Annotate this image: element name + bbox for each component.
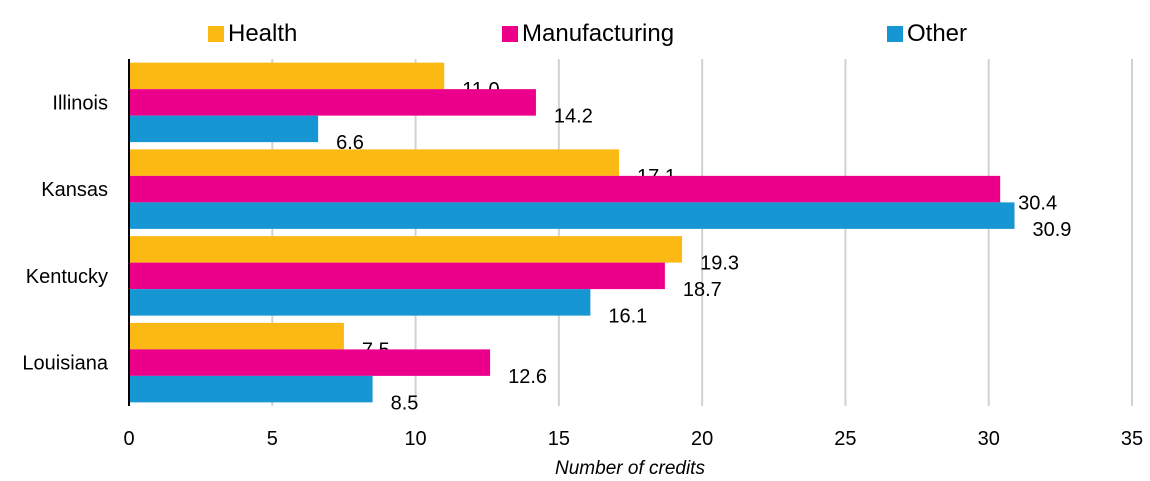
legend: Health Manufacturing Other <box>0 20 1150 52</box>
bar <box>129 289 591 316</box>
legend-item-health: Health <box>208 20 297 48</box>
bar <box>129 202 1015 229</box>
legend-item-manufacturing: Manufacturing <box>502 20 674 48</box>
category-label: Kansas <box>41 179 108 201</box>
bar <box>129 262 665 290</box>
data-label: 16.1 <box>608 306 647 328</box>
bar <box>129 115 319 143</box>
bar <box>129 322 344 350</box>
bar <box>129 175 1001 203</box>
data-label: 12.6 <box>508 366 547 388</box>
x-tick-label: 15 <box>548 428 570 450</box>
data-label: 18.7 <box>683 279 722 301</box>
x-tick-label: 35 <box>1121 428 1143 450</box>
category-labels: Illinois Kansas Kentucky Louisiana <box>22 92 109 374</box>
bar <box>129 62 445 90</box>
legend-label-other: Other <box>907 20 968 47</box>
x-tick-label: 30 <box>978 428 1000 450</box>
x-axis-label: Number of credits <box>555 458 705 479</box>
bar <box>129 375 373 403</box>
bars: 11.014.26.617.130.430.919.318.716.17.512… <box>129 62 1072 414</box>
bar <box>129 89 536 116</box>
legend-item-other: Other <box>887 20 967 48</box>
category-label: Illinois <box>52 92 108 114</box>
x-tick-label: 20 <box>691 428 713 450</box>
bar <box>129 149 620 176</box>
x-tick-label: 25 <box>834 428 856 450</box>
x-tick-label: 10 <box>404 428 426 450</box>
x-tick-label: 5 <box>267 428 278 450</box>
legend-swatch-other <box>887 26 903 42</box>
x-tick-labels: 0 5 10 15 20 25 30 35 <box>123 428 1143 450</box>
data-label: 19.3 <box>700 253 739 275</box>
bar <box>129 236 683 263</box>
data-label: 14.2 <box>554 106 593 128</box>
legend-swatch-health <box>208 26 224 42</box>
x-tick-label: 0 <box>123 428 134 450</box>
data-label: 6.6 <box>336 132 364 154</box>
legend-label-manufacturing: Manufacturing <box>522 20 675 47</box>
category-label: Louisiana <box>22 353 109 375</box>
data-label: 30.9 <box>1033 219 1072 241</box>
data-label: 30.4 <box>1018 192 1057 214</box>
category-label: Kentucky <box>26 266 108 288</box>
data-label: 8.5 <box>391 392 419 414</box>
legend-label-health: Health <box>228 20 298 47</box>
legend-swatch-manufacturing <box>502 26 518 42</box>
bar <box>129 349 491 376</box>
